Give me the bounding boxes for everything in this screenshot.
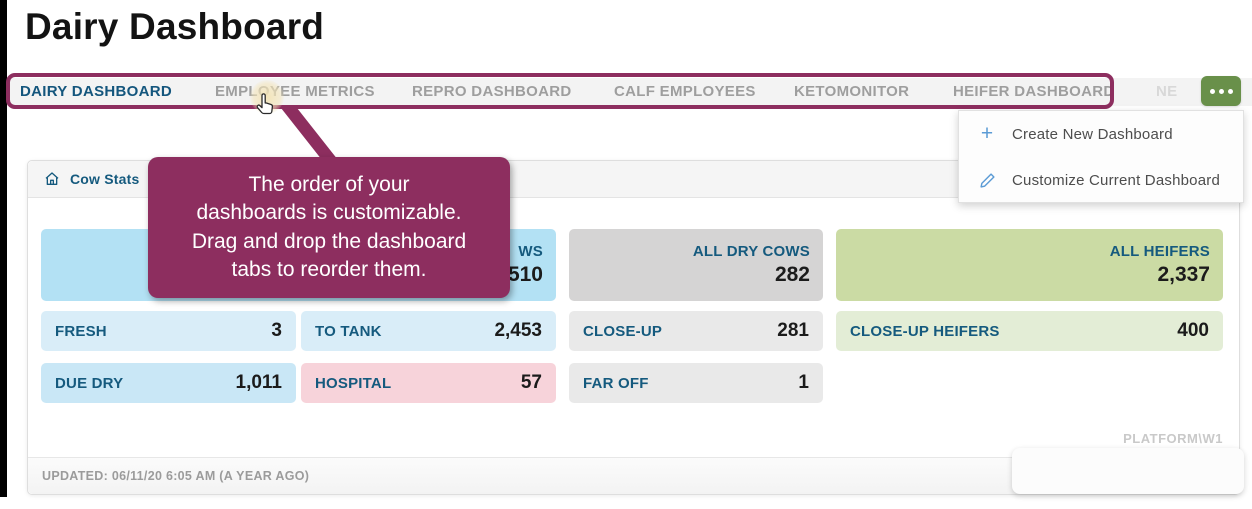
stat-value: 2,453 [494, 320, 542, 341]
reorder-tooltip: The order of your dashboards is customiz… [148, 157, 510, 298]
stat-card-all-heifers[interactable]: ALL HEIFERS 2,337 [836, 229, 1223, 301]
bottom-right-overlay-panel [1012, 448, 1244, 494]
tooltip-line: The order of your [248, 172, 410, 196]
dashboard-tab-bar: DAIRY DASHBOARD EMPLOYEE METRICS REPRO D… [7, 78, 1252, 106]
stat-label: DUE DRY [55, 374, 124, 392]
stat-label: TO TANK [315, 322, 382, 340]
stat-card-all-dry-cows[interactable]: ALL DRY COWS 282 [569, 229, 823, 301]
stat-label: ALL DRY COWS [692, 243, 810, 260]
stat-card-to-tank[interactable]: TO TANK 2,453 [301, 311, 556, 351]
hand-cursor-icon [256, 93, 274, 115]
stat-label: CLOSE-UP [583, 322, 663, 340]
tab-employee-metrics[interactable]: EMPLOYEE METRICS [215, 83, 375, 100]
menu-item-create-new-dashboard[interactable]: + Create New Dashboard [959, 111, 1243, 157]
pencil-icon [977, 172, 997, 189]
stat-label: HOSPITAL [315, 374, 392, 392]
updated-timestamp: UPDATED: 06/11/20 6:05 AM (A YEAR AGO) [42, 469, 310, 483]
stat-value: 1,011 [235, 372, 283, 393]
stat-value: 1 [798, 372, 809, 393]
stat-value: 510 [507, 263, 543, 286]
stat-value: 57 [520, 372, 542, 393]
home-icon [44, 171, 60, 187]
page-title: Dairy Dashboard [25, 6, 325, 47]
dashboard-options-menu: + Create New Dashboard Customize Current… [958, 110, 1244, 203]
plus-icon: + [980, 122, 994, 145]
tab-ketomonitor[interactable]: KETOMONITOR [794, 83, 910, 100]
tooltip-line: Drag and drop the dashboard [191, 229, 467, 253]
stat-label: CLOSE-UP HEIFERS [850, 322, 1000, 340]
cow-stats-panel: Cow Stats WS 510 ALL DRY COWS 282 ALL HE… [27, 160, 1240, 495]
stat-label: FRESH [55, 322, 107, 340]
stat-card-due-dry[interactable]: DUE DRY 1,011 [41, 363, 296, 403]
panel-title: Cow Stats [70, 171, 140, 187]
tooltip-tail [281, 108, 338, 160]
stat-card-close-up[interactable]: CLOSE-UP 281 [569, 311, 823, 351]
stat-label: FAR OFF [583, 374, 649, 392]
more-dashboards-button[interactable] [1201, 76, 1241, 106]
menu-item-customize-current-dashboard[interactable]: Customize Current Dashboard [959, 157, 1243, 203]
screenshot-left-border [0, 0, 7, 497]
stat-value: 282 [774, 263, 810, 286]
tooltip-line: dashboards is customizable. [196, 201, 462, 224]
stat-card-fresh[interactable]: FRESH 3 [41, 311, 296, 351]
tab-calf-employees[interactable]: CALF EMPLOYEES [614, 83, 756, 100]
stat-value: 281 [777, 320, 809, 341]
stat-card-close-up-heifers[interactable]: CLOSE-UP HEIFERS 400 [836, 311, 1223, 351]
stat-label: ALL HEIFERS [1109, 243, 1210, 260]
tab-repro-dashboard[interactable]: REPRO DASHBOARD [412, 83, 572, 100]
stat-value: 400 [1177, 320, 1209, 341]
menu-item-label: Create New Dashboard [1012, 125, 1173, 143]
platform-watermark: PLATFORM\W1 [1123, 431, 1223, 446]
stat-label: WS [518, 243, 543, 260]
stat-value: 2,337 [1157, 263, 1210, 286]
stat-card-far-off[interactable]: FAR OFF 1 [569, 363, 823, 403]
ellipsis-icon [1209, 88, 1233, 94]
menu-item-label: Customize Current Dashboard [1012, 171, 1220, 189]
tooltip-line: tabs to reorder them. [231, 258, 427, 281]
tab-next-cutoff[interactable]: NE [1156, 83, 1178, 100]
tab-heifer-dashboard[interactable]: HEIFER DASHBOARD [953, 83, 1115, 100]
stat-value: 3 [271, 320, 282, 341]
tab-dairy-dashboard[interactable]: DAIRY DASHBOARD [20, 83, 173, 100]
stat-card-hospital[interactable]: HOSPITAL 57 [301, 363, 556, 403]
